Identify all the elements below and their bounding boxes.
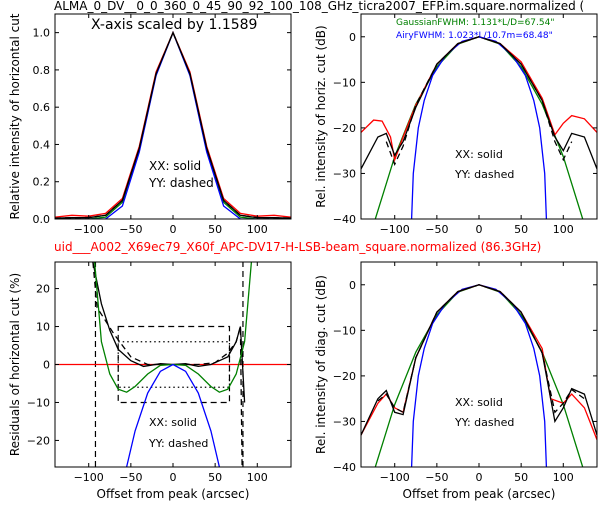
y-tick-label: 0 <box>349 279 356 292</box>
legend-xx: XX: solid <box>455 396 503 409</box>
x-tick-label: −50 <box>425 471 448 484</box>
model-dashed-series <box>385 36 573 166</box>
legend-yy: YY: dashed <box>148 437 208 450</box>
legend-xx: XX: solid <box>455 148 503 161</box>
legend-yy: YY: dashed <box>454 168 514 181</box>
x-tick-label: −50 <box>119 223 142 236</box>
y-tick-label: 10 <box>36 321 50 334</box>
airy-line-series <box>410 36 548 219</box>
data-layer <box>361 284 597 467</box>
x-tick-label: 100 <box>553 223 574 236</box>
x-tick-label: 50 <box>514 471 528 484</box>
x-tick-label: −100 <box>74 471 104 484</box>
x-tick-label: 0 <box>476 471 483 484</box>
panel-horizontal-cut-linear: −100 −50 0 50 100 0.0 0.2 0.4 0.6 0.8 1.0 Relative … <box>8 13 292 236</box>
x-tick-label: 100 <box>553 471 574 484</box>
x-tick-label: 100 <box>247 223 268 236</box>
x-tick-label: −100 <box>380 471 410 484</box>
x-tick-label: 50 <box>514 223 528 236</box>
x-tick-label: 50 <box>208 223 222 236</box>
y-tick-label: −10 <box>333 76 356 89</box>
x-axis-label: Offset from peak (arcsec) <box>97 487 250 501</box>
y-tick-label: −10 <box>333 324 356 337</box>
x-tick-label: 0 <box>476 223 483 236</box>
dotted-limit-box <box>117 341 231 388</box>
y-axis-label: Relative intensity of horizontal cut <box>8 13 22 219</box>
gaussian-line-series <box>374 284 584 467</box>
top-title: ALMA_0_DV__0_0_360_0_45_90_92_100_108_GH… <box>54 0 584 13</box>
x-tick-label: 0 <box>170 471 177 484</box>
y-tick-label: −30 <box>333 167 356 180</box>
model-solid-series <box>361 284 597 436</box>
y-tick-label: −10 <box>27 396 50 409</box>
x-tick-label: −100 <box>380 223 410 236</box>
legend-xx: XX: solid <box>149 416 197 429</box>
gaussian-fwhm-note: GaussianFWHM: 1.131*L/D=67.54" <box>396 18 554 28</box>
axes-frame <box>360 261 598 468</box>
x-tick-label: −50 <box>119 471 142 484</box>
model-dashed-series <box>377 284 585 414</box>
model-dashed-series <box>55 30 291 219</box>
y-tick-label: −20 <box>333 370 356 383</box>
y-axis-label: Rel. intensity of diag. cut (dB) <box>314 275 328 454</box>
y-tick-label: −40 <box>333 461 356 474</box>
airy-line-series <box>410 284 548 467</box>
scale-note: X-axis scaled by 1.1589 <box>91 17 257 33</box>
data-layer <box>55 262 291 467</box>
legend-yy: YY: dashed <box>148 176 214 190</box>
y-tick-label: −20 <box>333 122 356 135</box>
gaussian-line-series <box>55 30 291 219</box>
x-tick-label: −100 <box>74 223 104 236</box>
dashed-limit-box <box>117 325 231 404</box>
airy-line-series <box>125 363 221 467</box>
y-tick-label: 0.4 <box>33 138 51 151</box>
y-tick-label: 0.2 <box>33 176 51 189</box>
airy-fwhm-note: AiryFWHM: 1.023*L/10.7m=68.48" <box>396 31 553 41</box>
x-tick-label: −50 <box>425 223 448 236</box>
measured-solid-series <box>361 36 597 163</box>
y-tick-label: 0 <box>43 359 50 372</box>
y-tick-label: 20 <box>36 283 50 296</box>
y-tick-label: −40 <box>333 213 356 226</box>
x-tick-label: 50 <box>208 471 222 484</box>
axes-frame <box>360 13 598 220</box>
y-tick-label: 0.0 <box>33 213 51 226</box>
y-tick-label: 0 <box>349 31 356 44</box>
data-layer <box>55 30 291 219</box>
y-tick-label: 0.6 <box>33 101 51 114</box>
legend-yy: YY: dashed <box>454 416 514 429</box>
airy-line-series <box>55 30 291 219</box>
model-solid-series <box>55 30 291 219</box>
y-tick-label: −30 <box>333 415 356 428</box>
x-tick-label: 100 <box>247 471 268 484</box>
x-axis-label: Offset from peak (arcsec) <box>403 487 556 501</box>
model-solid-series <box>92 262 246 403</box>
data-layer <box>361 36 597 219</box>
y-tick-label: 1.0 <box>33 27 51 40</box>
y-axis-label: Rel. intensity of horiz. cut (dB) <box>314 25 328 207</box>
legend-xx: XX: solid <box>149 159 201 173</box>
model-dashed-series <box>92 262 243 467</box>
x-tick-label: 0 <box>170 223 177 236</box>
y-tick-label: −20 <box>27 434 50 447</box>
y-axis-label: Residuals of horizontal cut (%) <box>8 273 22 456</box>
y-tick-label: 0.8 <box>33 64 51 77</box>
mid-title: uid___A002_X69ec79_X60f_APC-DV17-H-LSB-b… <box>54 240 541 254</box>
